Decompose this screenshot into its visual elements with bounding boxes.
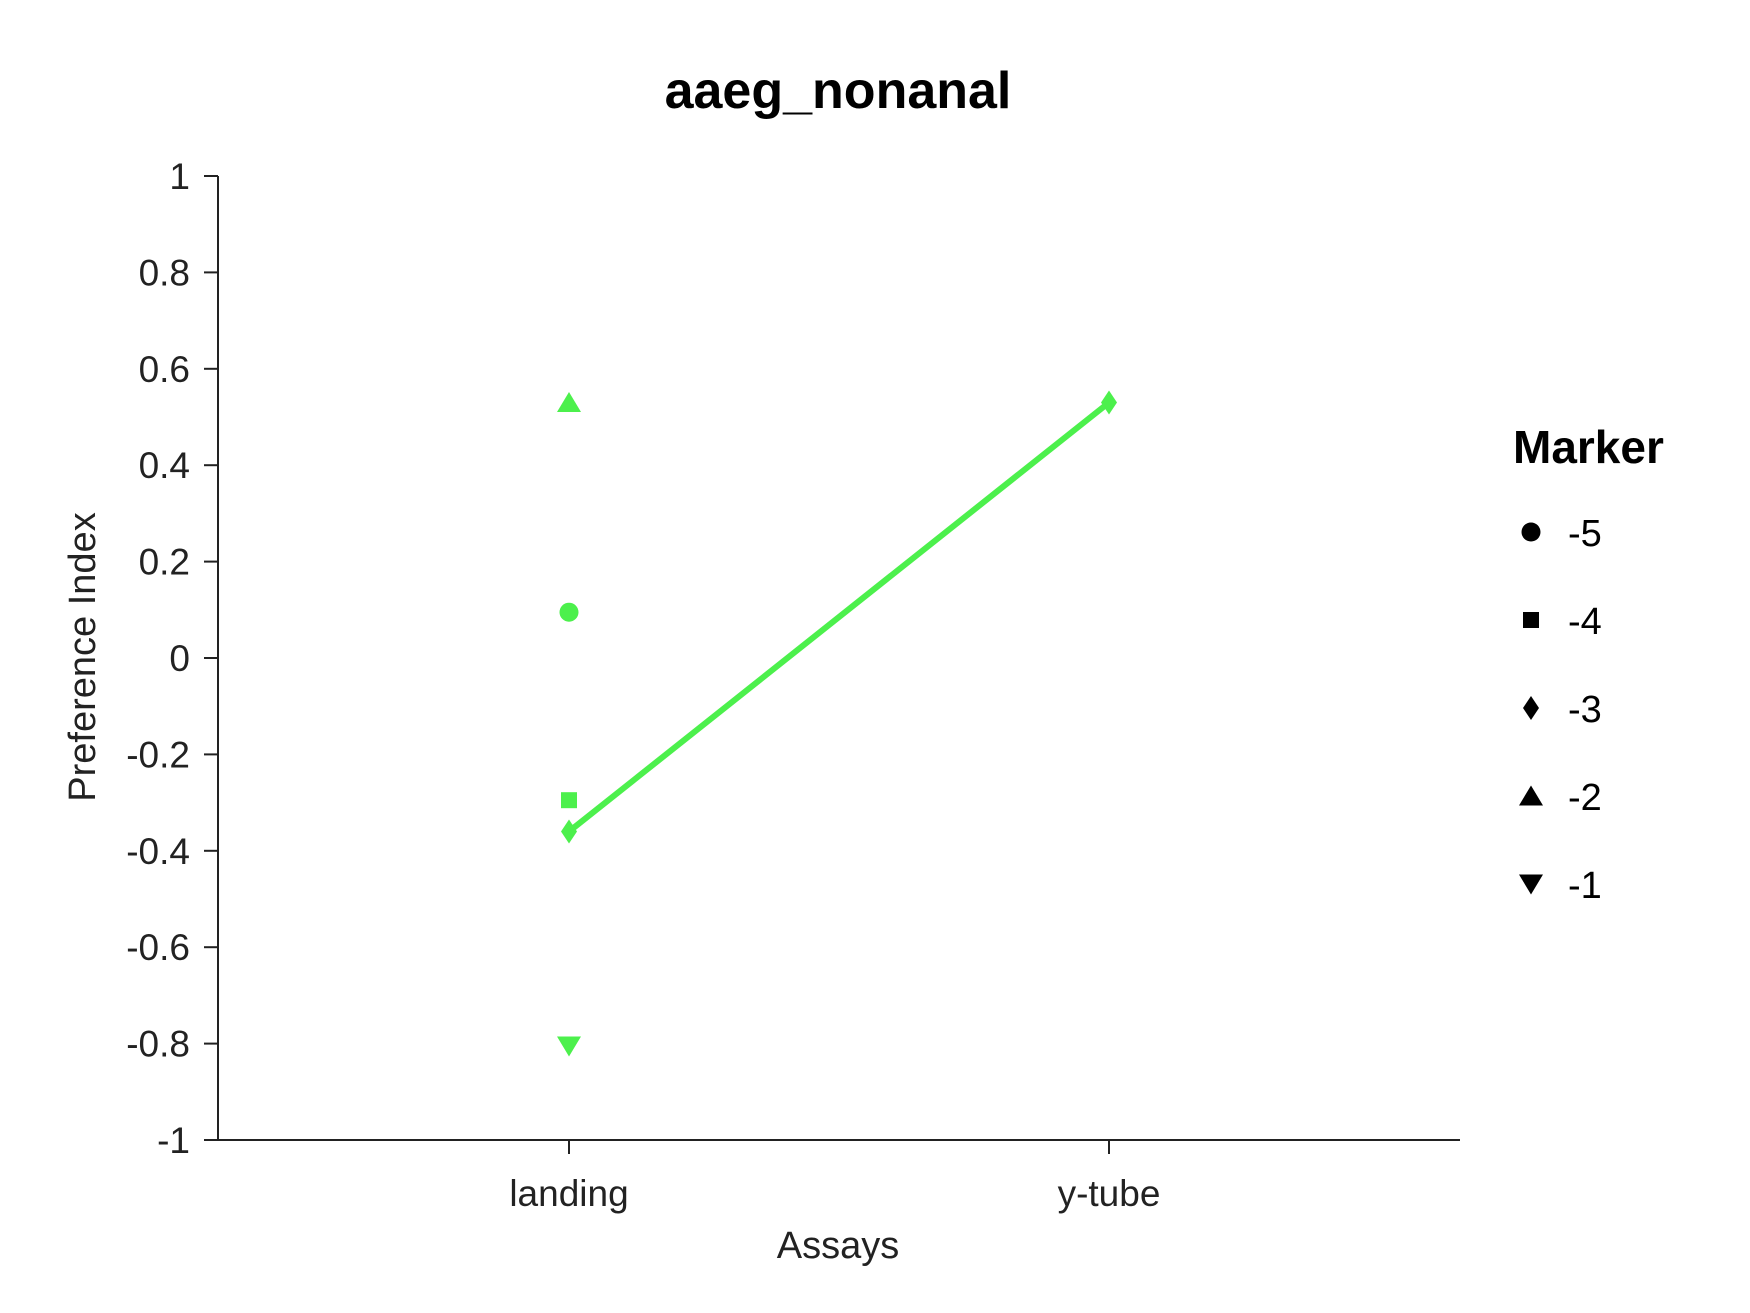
legend-marker bbox=[1523, 696, 1539, 720]
x-axis-label: Assays bbox=[777, 1225, 899, 1267]
data-point bbox=[559, 602, 579, 622]
y-tick-label: 0 bbox=[169, 638, 190, 679]
legend-marker bbox=[1519, 874, 1543, 895]
chart-title: aaeg_nonanal bbox=[665, 62, 1012, 120]
y-tick-label: -0.6 bbox=[126, 927, 190, 968]
y-tick-label: 1 bbox=[169, 156, 190, 197]
legend-label: -3 bbox=[1568, 689, 1602, 731]
legend-label: -1 bbox=[1568, 865, 1602, 907]
y-tick-label: 0.2 bbox=[139, 542, 190, 583]
legend-marker bbox=[1521, 522, 1541, 542]
legend: Marker -5 -4 -3 -2 -1 bbox=[1513, 421, 1664, 907]
y-tick-label: -0.4 bbox=[126, 831, 190, 872]
data-point bbox=[557, 1036, 581, 1057]
data-point bbox=[1101, 390, 1117, 415]
x-tick-label: landing bbox=[509, 1173, 628, 1214]
legend-marker bbox=[1523, 612, 1539, 628]
x-tick-label: y-tube bbox=[1058, 1173, 1161, 1214]
y-tick-label: -1 bbox=[157, 1120, 190, 1161]
series-line bbox=[566, 399, 1112, 835]
data-point bbox=[561, 819, 577, 844]
legend-label: -2 bbox=[1568, 777, 1602, 819]
y-tick-label: -0.2 bbox=[126, 734, 190, 775]
y-axis-label: Preference Index bbox=[62, 512, 104, 801]
y-tick-label: 0.4 bbox=[139, 445, 190, 486]
data-point bbox=[557, 392, 581, 413]
data-point bbox=[561, 792, 577, 809]
legend-label: -4 bbox=[1568, 601, 1602, 643]
y-tick-label: 0.8 bbox=[139, 252, 190, 293]
axes: 1 0.8 0.6 0.4 0.2 0 -0.2 -0.4 -0.6 -0.8 -1 landing y… bbox=[126, 156, 1460, 1214]
legend-title: Marker bbox=[1513, 421, 1664, 473]
legend-label: -5 bbox=[1568, 513, 1602, 555]
legend-marker bbox=[1519, 785, 1543, 806]
y-tick-label: 0.6 bbox=[139, 349, 190, 390]
y-tick-label: -0.8 bbox=[126, 1024, 190, 1065]
data-marks bbox=[557, 390, 1117, 1057]
